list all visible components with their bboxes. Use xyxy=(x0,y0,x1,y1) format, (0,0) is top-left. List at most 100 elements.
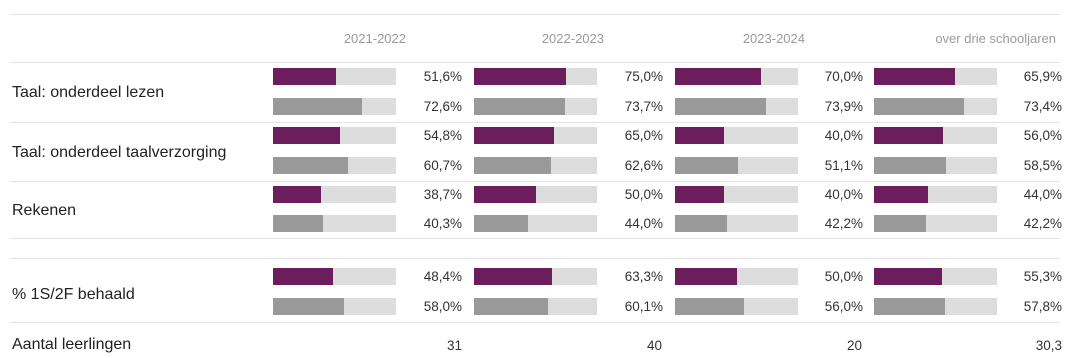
bar-reference xyxy=(273,157,348,174)
bar-school xyxy=(874,268,943,285)
bar-track xyxy=(474,68,597,85)
bar-school xyxy=(474,268,552,285)
header-divider xyxy=(10,62,1060,63)
value-label: 38,7% xyxy=(423,187,462,202)
value-label: 56,0% xyxy=(824,299,863,314)
bar-reference xyxy=(874,157,946,174)
student-count: 40 xyxy=(646,338,662,353)
value-label: 62,6% xyxy=(624,158,663,173)
column-header-2023-2024: 2023-2024 xyxy=(742,31,805,46)
value-label: 58,5% xyxy=(1023,158,1062,173)
bar-track xyxy=(273,186,396,203)
bar-track xyxy=(273,215,396,232)
value-label: 65,0% xyxy=(624,128,663,143)
row-label-rekenen: Rekenen xyxy=(12,202,77,219)
bar-track xyxy=(474,298,597,315)
row-divider xyxy=(10,122,1060,123)
bar-track xyxy=(874,127,997,144)
bar-school xyxy=(273,268,333,285)
value-label: 58,0% xyxy=(423,299,462,314)
bar-track xyxy=(675,127,798,144)
bar-track xyxy=(474,98,597,115)
bar-reference xyxy=(675,215,727,232)
bar-school xyxy=(474,127,554,144)
student-count: 31 xyxy=(446,338,462,353)
value-label: 63,3% xyxy=(624,269,663,284)
row-label-taalverzorging: Taal: onderdeel taalverzorging xyxy=(12,144,227,161)
bar-school xyxy=(273,68,337,85)
bar-school xyxy=(474,186,536,203)
value-label: 40,0% xyxy=(824,187,863,202)
footer-label: Aantal leerlingen xyxy=(12,336,132,353)
bar-track xyxy=(474,268,597,285)
value-label: 50,0% xyxy=(824,269,863,284)
value-label: 65,9% xyxy=(1023,69,1062,84)
row-label-lezen: Taal: onderdeel lezen xyxy=(12,84,165,101)
bar-track xyxy=(675,215,798,232)
student-count: 20 xyxy=(846,338,862,353)
bar-reference xyxy=(675,98,766,115)
top-divider xyxy=(10,14,1060,15)
value-label: 44,0% xyxy=(1023,187,1062,202)
bar-school xyxy=(675,268,737,285)
bar-track xyxy=(874,68,997,85)
bar-track xyxy=(874,268,997,285)
bar-school xyxy=(273,186,321,203)
value-label: 51,6% xyxy=(423,69,462,84)
value-label: 42,2% xyxy=(1023,216,1062,231)
bar-track xyxy=(675,268,798,285)
value-label: 56,0% xyxy=(1023,128,1062,143)
column-header-2021-2022: 2021-2022 xyxy=(343,31,406,46)
bar-track xyxy=(874,157,997,174)
row-divider xyxy=(10,322,1060,323)
column-header-2022-2023: 2022-2023 xyxy=(541,31,604,46)
bar-track xyxy=(874,215,997,232)
value-label: 75,0% xyxy=(624,69,663,84)
bar-reference xyxy=(273,298,345,315)
bar-track xyxy=(474,186,597,203)
bar-reference xyxy=(874,98,965,115)
column-header-over-three-years: over drie schooljaren xyxy=(935,31,1056,46)
bar-school xyxy=(874,186,929,203)
bar-track xyxy=(273,98,396,115)
row-divider xyxy=(10,181,1060,182)
bar-track xyxy=(874,298,997,315)
bar-track xyxy=(273,127,396,144)
row-divider xyxy=(10,258,1060,259)
bar-school xyxy=(273,127,341,144)
student-count: 30,3 xyxy=(1035,338,1062,353)
bar-reference xyxy=(474,98,565,115)
bar-school xyxy=(675,127,725,144)
bar-school xyxy=(675,68,762,85)
value-label: 72,6% xyxy=(423,99,462,114)
bar-reference xyxy=(474,157,551,174)
bar-track xyxy=(675,186,798,203)
bar-reference xyxy=(675,157,738,174)
bar-reference xyxy=(273,215,323,232)
bar-track xyxy=(675,157,798,174)
bar-track xyxy=(273,298,396,315)
bar-track xyxy=(874,186,997,203)
bar-track xyxy=(273,157,396,174)
bar-track xyxy=(474,157,597,174)
value-label: 55,3% xyxy=(1023,269,1062,284)
bar-school xyxy=(675,186,725,203)
value-label: 73,4% xyxy=(1023,99,1062,114)
value-label: 60,1% xyxy=(624,299,663,314)
bar-reference xyxy=(474,215,529,232)
value-label: 70,0% xyxy=(824,69,863,84)
bar-school xyxy=(874,68,956,85)
bar-school xyxy=(874,127,943,144)
value-label: 40,3% xyxy=(423,216,462,231)
bar-track xyxy=(273,268,396,285)
bar-track xyxy=(675,98,798,115)
bar-track xyxy=(474,127,597,144)
bar-track xyxy=(675,298,798,315)
value-label: 42,2% xyxy=(824,216,863,231)
value-label: 73,9% xyxy=(824,99,863,114)
bar-reference xyxy=(675,298,744,315)
value-label: 48,4% xyxy=(423,269,462,284)
value-label: 50,0% xyxy=(624,187,663,202)
value-label: 57,8% xyxy=(1023,299,1062,314)
